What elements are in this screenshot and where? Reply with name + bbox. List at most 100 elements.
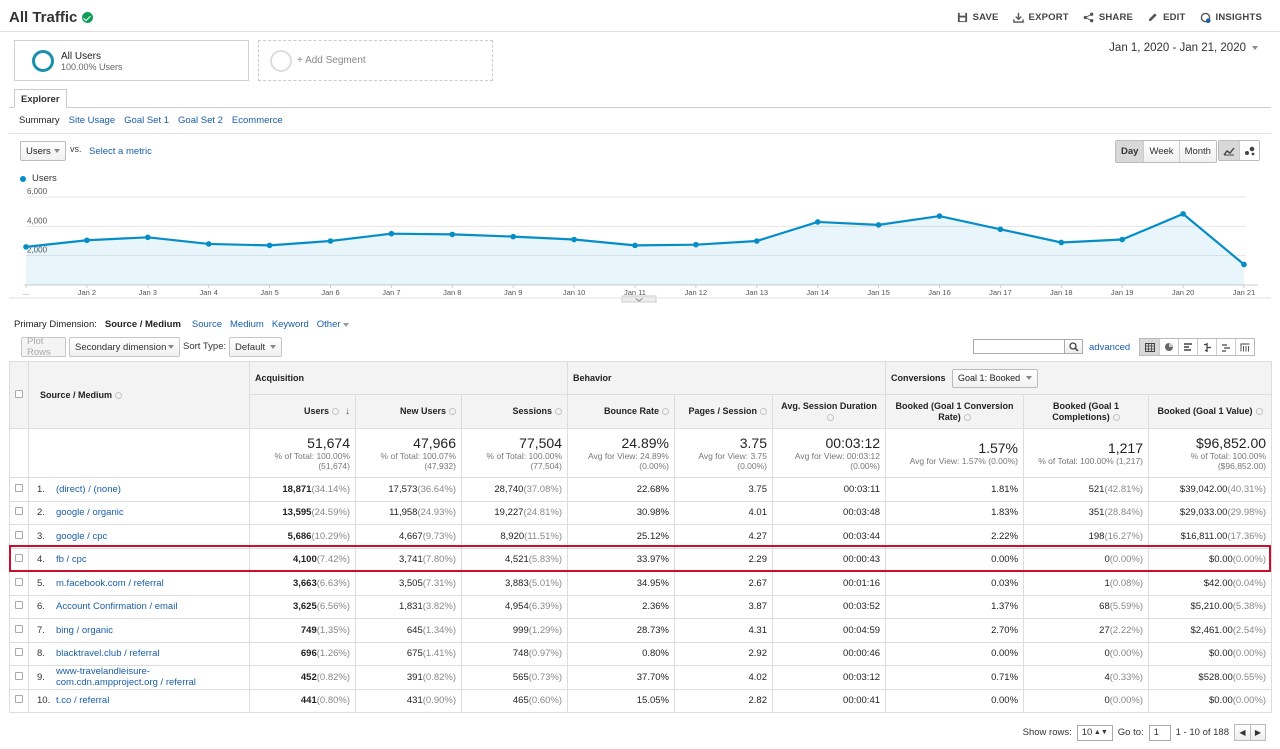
row-checkbox[interactable] [15,601,23,610]
add-segment-button[interactable]: + Add Segment [258,40,493,81]
next-page-button[interactable]: ▶ [1250,725,1265,740]
row-checkbox[interactable] [15,695,23,704]
table-toolbar: Plot Rows Secondary dimension Sort Type:… [0,334,1280,360]
source-medium-link[interactable]: fb / cpc [56,554,87,566]
source-cell: 7. bing / organic [28,618,250,643]
col-sessions[interactable]: Sessions [461,394,568,429]
completions-cell: 0(0.00%) [1023,641,1150,666]
cell-value: 68 [1099,601,1110,613]
source-medium-link[interactable]: bing / organic [56,624,114,636]
help-icon[interactable] [1255,408,1263,416]
line-chart-button[interactable] [1219,141,1239,160]
select-metric-link[interactable]: Select a metric [89,146,152,157]
col-bounce-rate[interactable]: Bounce Rate [567,394,675,429]
help-icon[interactable] [449,408,456,416]
edit-button[interactable]: EDIT [1147,12,1185,23]
advanced-filter-link[interactable]: advanced [1089,342,1131,353]
source-medium-link[interactable]: Account Confirmation / email [56,601,178,613]
period-week-button[interactable]: Week [1143,141,1179,162]
help-icon[interactable] [1112,413,1120,421]
source-medium-link[interactable]: t.co / referral [56,695,110,707]
share-button[interactable]: SHARE [1083,12,1133,23]
tab-explorer[interactable]: Explorer [14,89,67,108]
row-checkbox[interactable] [15,671,23,680]
source-medium-link[interactable]: (direct) / (none) [56,483,121,495]
table-search-input[interactable] [973,339,1065,354]
prev-page-button[interactable]: ◀ [1235,725,1250,740]
row-checkbox[interactable] [15,530,23,539]
subtab-goal-set-1[interactable]: Goal Set 1 [124,115,170,126]
help-icon[interactable] [115,392,123,400]
source-medium-link[interactable]: google / organic [56,507,124,519]
source-medium-link[interactable]: google / cpc [56,530,108,542]
help-icon[interactable] [963,413,971,421]
row-checkbox[interactable] [15,483,23,492]
segment-all-users[interactable]: All Users 100.00% Users [14,40,249,81]
duration-cell: 00:03:12 [771,665,887,690]
row-select-cell [9,688,29,713]
col-users[interactable]: Users ↓ [249,394,356,429]
goal-select[interactable]: Goal 1: Booked [952,368,1039,388]
dimension-source-link[interactable]: Source [191,319,223,330]
row-checkbox[interactable] [15,624,23,633]
select-all-checkbox[interactable] [15,390,23,398]
row-checkbox[interactable] [15,507,23,516]
col-new-users[interactable]: New Users [355,394,462,429]
pivot-view-button[interactable] [1235,339,1254,355]
report-title: All Traffic [9,9,78,26]
comparison-view-button[interactable] [1197,339,1216,355]
users-data-point [84,237,90,244]
col-pages-session[interactable]: Pages / Session [674,394,773,429]
motion-chart-button[interactable] [1239,141,1259,160]
col-goal-completions[interactable]: Booked (Goal 1 Completions) [1023,394,1150,429]
help-icon[interactable] [827,413,834,421]
col-goal-value[interactable]: Booked (Goal 1 Value) [1148,394,1273,429]
bounce-rate-cell: 15.05% [567,688,675,713]
row-checkbox[interactable] [15,648,23,657]
subtab-ecommerce[interactable]: Ecommerce [231,115,283,126]
secondary-dimension-select[interactable]: Secondary dimension [69,337,180,357]
period-month-button[interactable]: Month [1178,141,1216,162]
help-icon[interactable] [760,408,767,416]
table-search-button[interactable] [1065,339,1083,354]
export-button[interactable]: EXPORT [1012,12,1069,23]
save-button[interactable]: SAVE [957,12,999,23]
sessions-cell: 748(0.97%) [461,641,568,666]
source-medium-link[interactable]: blacktravel.club / referral [56,648,160,660]
metric-select[interactable]: Users [20,141,66,161]
performance-view-button[interactable] [1178,339,1197,355]
source-medium-link[interactable]: m.facebook.com / referral [56,577,164,589]
subtab-site-usage[interactable]: Site Usage [68,115,116,126]
data-view-button[interactable] [1140,339,1159,355]
row-checkbox[interactable] [15,554,23,563]
help-icon[interactable] [332,408,339,416]
dimension-keyword-link[interactable]: Keyword [271,319,309,330]
help-icon[interactable] [555,408,562,416]
dimension-medium-link[interactable]: Medium [230,319,264,330]
insights-button[interactable]: INSIGHTS [1200,12,1262,23]
period-day-button[interactable]: Day [1116,141,1144,162]
percentage-view-button[interactable] [1159,339,1178,355]
term-cloud-button[interactable] [1216,339,1235,355]
dimension-header[interactable]: Source / Medium [28,361,250,429]
col-goal-conversion-rate[interactable]: Booked (Goal 1 Conversion Rate) [885,394,1025,429]
dimension-other-link[interactable]: Other [317,319,350,330]
source-medium-link[interactable]: www-travelandleisure-com.cdn.ampproject.… [56,666,196,689]
goto-input[interactable]: 1 [1148,724,1171,741]
cell-value: 17,573 [388,483,418,495]
cell-value: 645 [406,624,423,636]
updown-icon: ▲▼ [1093,729,1108,736]
show-rows-select[interactable]: 10 ▲▼ [1076,724,1113,741]
subtab-summary[interactable]: Summary [19,115,60,126]
col-avg-session-duration[interactable]: Avg. Session Duration [771,394,887,429]
sort-type-select[interactable]: Default [229,337,282,357]
cell-percent: (0.33%) [1109,671,1144,683]
completions-cell: 198(16.27%) [1023,524,1150,549]
report-title-wrap: All Traffic [9,9,94,26]
cell-percent: (5.59%) [1109,601,1144,613]
row-checkbox[interactable] [15,577,23,586]
help-icon[interactable] [662,408,669,416]
plot-rows-button[interactable]: Plot Rows [21,336,66,358]
date-range-picker[interactable]: Jan 1, 2020 - Jan 21, 2020 [1109,42,1258,54]
subtab-goal-set-2[interactable]: Goal Set 2 [178,115,223,126]
